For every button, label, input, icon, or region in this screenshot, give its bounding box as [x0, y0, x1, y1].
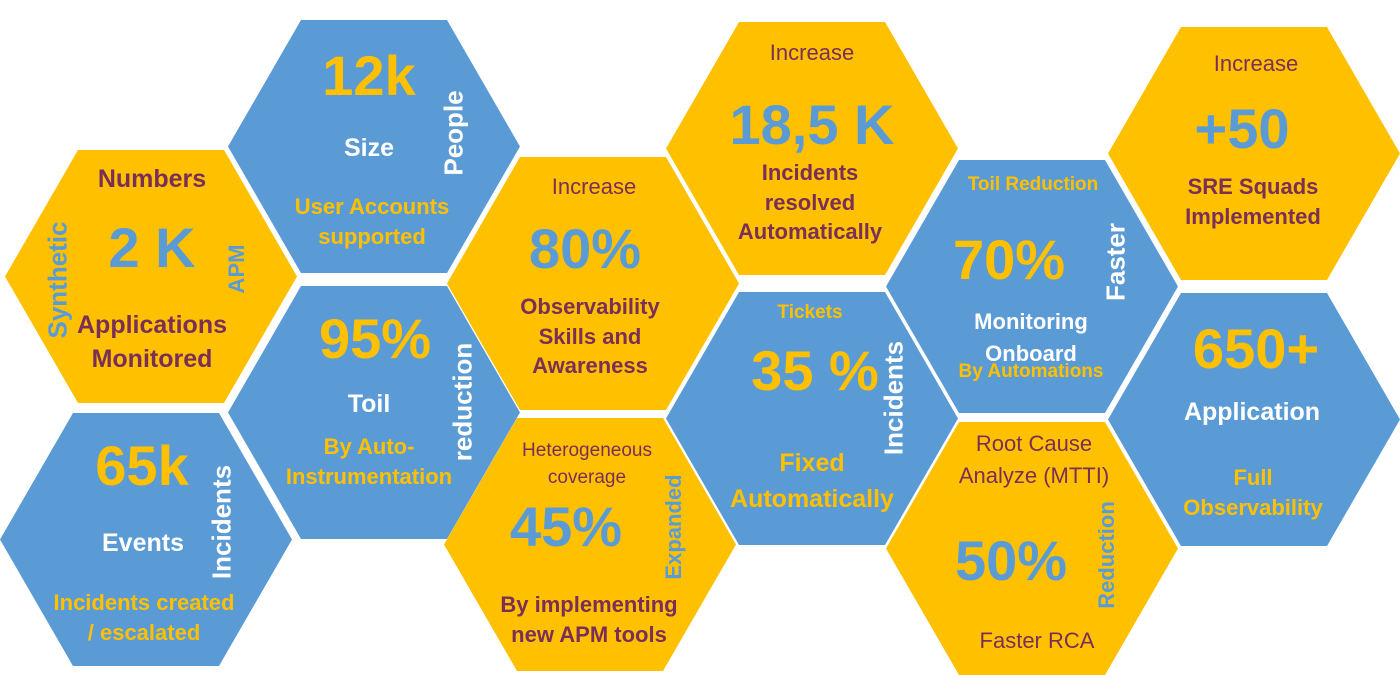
onboard-side-label: Faster [1100, 222, 1131, 302]
rca-sub-label: Faster RCA [979, 628, 1095, 653]
resolved-value: 18,5 K [729, 93, 895, 156]
rca-side-label: Reduction [1094, 501, 1119, 609]
apm-bottom-label: Applications Monitored [76, 311, 228, 373]
onboard-top-label: Toil Reduction [967, 174, 1099, 195]
rca-value: 50% [954, 529, 1068, 592]
apm-top-label: Numbers [97, 165, 207, 193]
coverage-value: 45% [509, 495, 623, 558]
resolved-sub-label: Incidents resolved Automatically [737, 160, 883, 245]
size-value: 12k [322, 44, 416, 107]
skills-top-label: Increase [551, 174, 637, 199]
apps-label: Application [1183, 398, 1321, 426]
tickets-top-label: Tickets [777, 302, 843, 323]
coverage-sub-label: By implementing new APM tools [500, 592, 678, 647]
toil-label: Toil [347, 390, 391, 418]
events-sub-label: Incidents created / escalated [53, 590, 235, 645]
toil-value: 95% [318, 307, 432, 370]
size-label: Size [343, 134, 395, 162]
events-label: Events [102, 529, 184, 557]
resolved-top-label: Increase [769, 40, 855, 65]
sre-sub-label: SRE Squads Implemented [1185, 174, 1321, 229]
apps-value: 650+ [1192, 317, 1320, 380]
apm-side-left: Synthetic [42, 221, 73, 339]
skills-sub-label: Observability Skills and Awareness [520, 294, 660, 379]
rca-top-label: Root Cause Analyze (MTTI) [958, 431, 1110, 488]
onboard-value: 70% [952, 228, 1066, 291]
hex-tickets [666, 292, 958, 545]
events-value: 65k [95, 434, 189, 497]
tickets-sub-label: Fixed Automatically [730, 449, 894, 514]
tickets-value: 35 % [751, 339, 879, 402]
coverage-side-label: Expanded [661, 474, 686, 580]
apm-side-right: APM [224, 244, 249, 294]
toil-sub-label: By Auto- Instrumentation [285, 434, 453, 489]
toil-side-label: reduction [447, 342, 478, 462]
size-side-label: People [438, 90, 469, 176]
apps-sub-label: Full Observability [1183, 465, 1323, 520]
coverage-top-label: Heterogeneous coverage [522, 440, 652, 488]
apm-value: 2 K [108, 216, 196, 279]
hex-resolved [666, 22, 958, 275]
sre-value: +50 [1194, 97, 1290, 160]
sre-top-label: Increase [1213, 51, 1299, 76]
size-sub-label: User Accounts supported [294, 194, 450, 249]
onboard-sub-label: Monitoring Onboard [974, 309, 1088, 366]
onboard-sub-label-2: By Automations [958, 361, 1104, 382]
tickets-side-label: Incidents [878, 340, 909, 456]
skills-value: 80% [528, 217, 642, 280]
events-side-label: Incidents [206, 464, 237, 580]
